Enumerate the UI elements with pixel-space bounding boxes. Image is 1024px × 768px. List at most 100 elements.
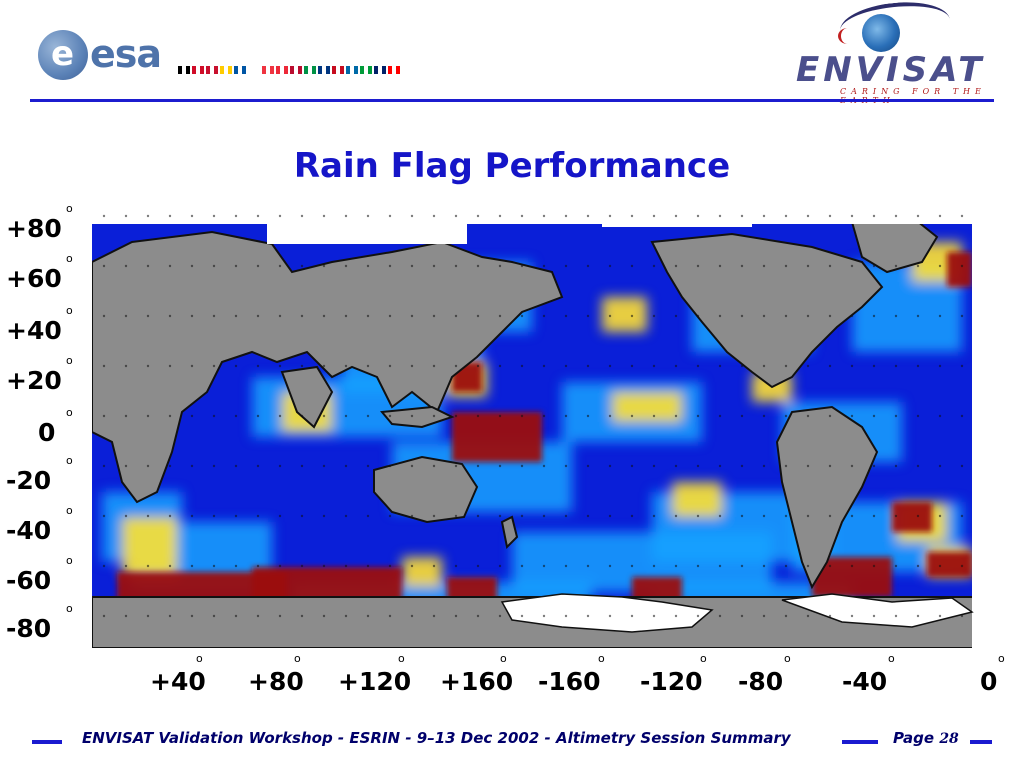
grid-dot [762, 464, 766, 468]
grid-dot [564, 414, 568, 418]
grid-dot [674, 514, 678, 518]
grid-dot [256, 364, 260, 368]
grid-dot [586, 614, 590, 618]
grid-dot [960, 364, 964, 368]
grid-dot [762, 364, 766, 368]
grid-dot [960, 314, 964, 318]
grid-dot [564, 314, 568, 318]
grid-dot [608, 514, 612, 518]
rain-hotspot [122, 517, 177, 577]
grid-dot [234, 514, 238, 518]
grid-dot [806, 314, 810, 318]
grid-dot [124, 464, 128, 468]
grid-dot [894, 214, 898, 218]
grid-dot [498, 214, 502, 218]
grid-dot [432, 364, 436, 368]
grid-dot [828, 464, 832, 468]
member-state-flags [178, 66, 400, 74]
grid-dot [718, 564, 722, 568]
grid-dot [212, 214, 216, 218]
grid-dot [168, 264, 172, 268]
grid-dot [960, 414, 964, 418]
grid-dot [542, 314, 546, 318]
grid-dot [916, 214, 920, 218]
grid-dot [300, 614, 304, 618]
grid-dot [476, 364, 480, 368]
grid-dot [432, 464, 436, 468]
grid-dot [806, 464, 810, 468]
flag-icon [248, 66, 260, 74]
grid-dot [586, 364, 590, 368]
grid-dot [190, 514, 194, 518]
grid-dot [960, 514, 964, 518]
grid-dot [366, 364, 370, 368]
grid-dot [520, 314, 524, 318]
grid-dot [454, 314, 458, 318]
grid-dot [344, 514, 348, 518]
grid-dot [322, 614, 326, 618]
rain-hotspot [402, 557, 442, 587]
grid-dot [322, 314, 326, 318]
grid-dot [388, 264, 392, 268]
land-layer [92, 215, 980, 648]
grid-dot [630, 314, 634, 318]
grid-dot [784, 464, 788, 468]
grid-dot [124, 214, 128, 218]
grid-dot [476, 464, 480, 468]
grid-dot [476, 314, 480, 318]
grid-dot [542, 264, 546, 268]
grid-dot [894, 364, 898, 368]
grid-dot [454, 364, 458, 368]
grid-dot [102, 564, 106, 568]
grid-dot [278, 214, 282, 218]
grid-dot [388, 464, 392, 468]
grid-dot [850, 464, 854, 468]
grid-dot [784, 314, 788, 318]
flag-icon [304, 66, 316, 74]
grid-dot [762, 564, 766, 568]
grid-dot [872, 564, 876, 568]
grid-dot [388, 614, 392, 618]
grid-dot [652, 514, 656, 518]
flag-icon [220, 66, 232, 74]
grid-dot [828, 214, 832, 218]
grid-dot [476, 564, 480, 568]
grid-dot [410, 614, 414, 618]
grid-dot [344, 214, 348, 218]
grid-dot [498, 264, 502, 268]
grid-dot [872, 264, 876, 268]
grid-dot [388, 514, 392, 518]
page-label: Page [893, 729, 935, 747]
grid-dot [938, 414, 942, 418]
degree-mark: o [66, 406, 73, 419]
grid-dot [828, 564, 832, 568]
grid-dot [828, 364, 832, 368]
grid-dot [520, 514, 524, 518]
grid-dot [608, 264, 612, 268]
grid-dot [696, 414, 700, 418]
grid-dot [696, 464, 700, 468]
latitude-tick-label: -80 [6, 614, 52, 643]
grid-dot [454, 464, 458, 468]
grid-dot [718, 214, 722, 218]
degree-mark: o [66, 202, 73, 215]
grid-dot [872, 364, 876, 368]
degree-mark: o [66, 252, 73, 265]
grid-dot [410, 264, 414, 268]
grid-dot [454, 614, 458, 618]
grid-dot [674, 314, 678, 318]
rain-hotspot [612, 392, 682, 422]
latitude-tick-label: -40 [6, 516, 52, 545]
page-number: 28 [939, 731, 959, 747]
grid-dot [454, 214, 458, 218]
grid-dot [806, 364, 810, 368]
grid-dot [124, 514, 128, 518]
grid-dot [256, 564, 260, 568]
grid-dot [322, 364, 326, 368]
grid-dot [894, 414, 898, 418]
grid-dot [938, 564, 942, 568]
grid-dot [476, 264, 480, 268]
grid-dot [762, 414, 766, 418]
grid-dot [190, 264, 194, 268]
longitude-tick-label: -80 [738, 667, 784, 696]
